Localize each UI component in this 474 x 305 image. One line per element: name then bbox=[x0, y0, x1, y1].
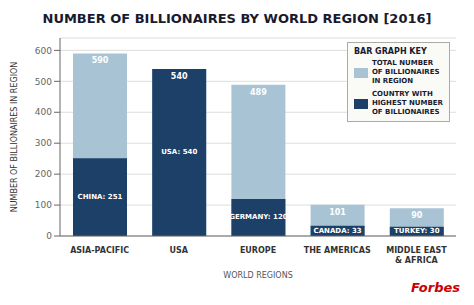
html-text:BAR GRAPH KEY: BAR GRAPH KEY bbox=[353, 47, 427, 56]
svg-text:100: 100 bbox=[35, 200, 52, 210]
svg-text:GERMANY: 120: GERMANY: 120 bbox=[229, 213, 288, 221]
svg-text:300: 300 bbox=[35, 138, 52, 148]
svg-text:200: 200 bbox=[35, 169, 52, 179]
svg-text:590: 590 bbox=[92, 56, 109, 65]
svg-text:CANADA: 33: CANADA: 33 bbox=[314, 227, 362, 235]
svg-text:NUMBER OF BILLIONAIRES IN REGI: NUMBER OF BILLIONAIRES IN REGION bbox=[10, 62, 19, 213]
svg-text:489: 489 bbox=[250, 88, 267, 97]
svg-text:500: 500 bbox=[35, 77, 52, 87]
html-text:HIGHEST NUMBER: HIGHEST NUMBER bbox=[371, 99, 443, 107]
svg-text:MIDDLE EAST& AFRICA: MIDDLE EAST& AFRICA bbox=[386, 246, 447, 265]
svg-text:EUROPE: EUROPE bbox=[240, 246, 276, 255]
html-text:OF BILLIONAIRES: OF BILLIONAIRES bbox=[371, 68, 440, 76]
html-text:COUNTRY WITH: COUNTRY WITH bbox=[371, 90, 433, 98]
svg-text:400: 400 bbox=[35, 107, 52, 117]
svg-text:WORLD REGIONS: WORLD REGIONS bbox=[223, 271, 292, 278]
svg-text:540: 540 bbox=[171, 72, 188, 81]
svg-text:THE AMERICAS: THE AMERICAS bbox=[304, 246, 371, 255]
svg-text:USA: 540: USA: 540 bbox=[161, 148, 197, 156]
svg-text:600: 600 bbox=[35, 46, 52, 56]
html-text:NUMBER OF BILLIONAIRES BY WORL: NUMBER OF BILLIONAIRES BY WORLD REGION [… bbox=[42, 11, 432, 26]
html-text:IN REGION: IN REGION bbox=[371, 77, 414, 85]
svg-text:0: 0 bbox=[46, 231, 52, 241]
html-text:Forbes: Forbes bbox=[410, 280, 460, 295]
svg-text:ASIA-PACIFIC: ASIA-PACIFIC bbox=[70, 246, 129, 255]
svg-text:USA: USA bbox=[170, 246, 189, 255]
svg-text:101: 101 bbox=[329, 208, 346, 217]
html-text:OF BILLIONAIRES: OF BILLIONAIRES bbox=[371, 108, 440, 116]
svg-text:90: 90 bbox=[411, 211, 423, 220]
svg-text:TURKEY: 30: TURKEY: 30 bbox=[394, 227, 440, 235]
svg-text:CHINA: 251: CHINA: 251 bbox=[78, 193, 123, 201]
html-text:TOTAL NUMBER: TOTAL NUMBER bbox=[371, 59, 434, 67]
